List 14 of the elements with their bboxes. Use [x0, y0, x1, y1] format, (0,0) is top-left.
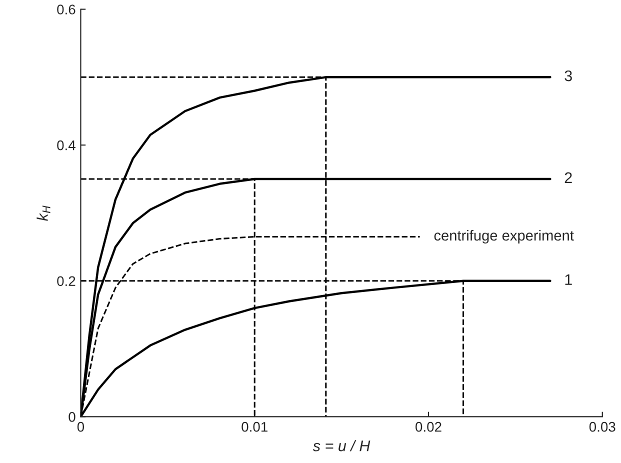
- x-tick-label: 0.02: [416, 422, 442, 432]
- y-axis-title: k$_{H}$: [36, 206, 50, 221]
- series-label: 3: [564, 70, 572, 82]
- x-tick-label: 0: [77, 422, 84, 432]
- series-label: 2: [564, 172, 572, 183]
- series-label: 1: [565, 274, 572, 285]
- x-axis-title: s = u / H: [312, 440, 370, 452]
- y-tick-label: 0.6: [57, 4, 76, 14]
- x-tick-label: 0.01: [242, 422, 268, 432]
- y-tick-label: 0.2: [57, 276, 76, 286]
- series-label: centrifuge experiment: [434, 230, 574, 244]
- y-tick-label: 0.4: [57, 140, 76, 150]
- x-tick-label: 0.03: [589, 422, 616, 432]
- y-tick-label: 0: [68, 412, 76, 422]
